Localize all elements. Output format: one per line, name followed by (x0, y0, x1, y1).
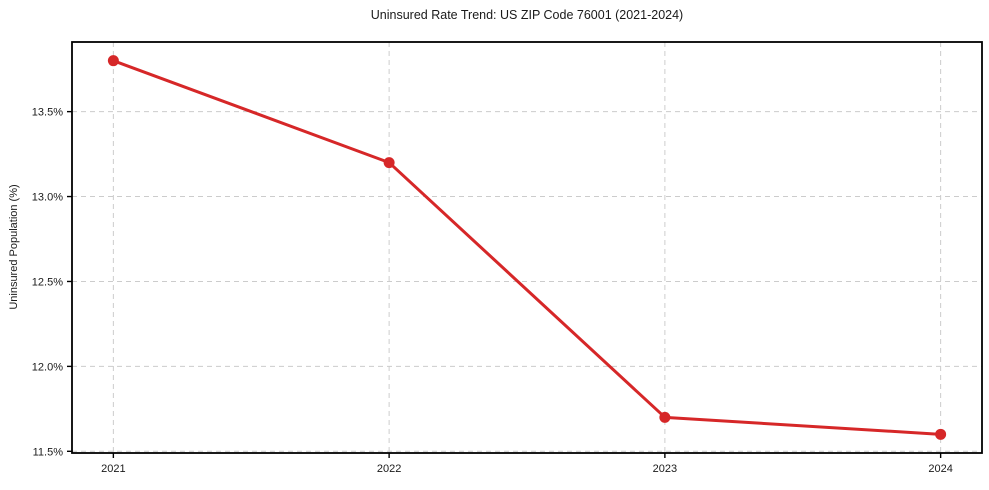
data-point-2023 (659, 411, 671, 423)
x-tick-label: 2022 (377, 463, 401, 475)
chart-title: Uninsured Rate Trend: US ZIP Code 76001 … (370, 8, 684, 22)
y-tick-label: 12.0% (32, 361, 63, 373)
data-point-2024 (935, 428, 947, 440)
plot-border (71, 41, 983, 454)
trend-line (111, 59, 943, 436)
y-tick-label: 11.5% (33, 446, 64, 458)
y-tick-label: 13.0% (32, 192, 63, 204)
x-tick-label: 2024 (928, 463, 952, 475)
data-point-2021 (107, 55, 119, 67)
data-point-2022 (383, 157, 395, 169)
x-tick-label: 2023 (653, 463, 677, 475)
y-tick-label: 12.5% (32, 276, 63, 288)
x-tick-label: 2021 (101, 463, 125, 475)
y-tick-label: 13.5% (32, 107, 63, 119)
